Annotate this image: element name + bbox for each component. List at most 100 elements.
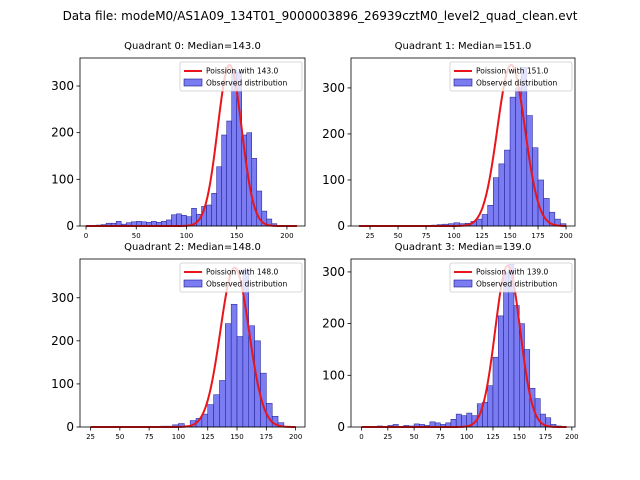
xtick-label-q3: 75 [436,433,445,441]
panel-title-q2: Quadrant 2: Median=148.0 [124,242,261,253]
histogram-bar-q1-12 [498,163,505,227]
legend-observed-swatch-q0 [183,78,203,87]
xtick-label-q0: 150 [230,232,243,240]
ytick-label-q3: 0 [337,420,345,434]
legend-observed-label-q2: Observed distribution [206,280,287,289]
xtick-label-q3: 200 [565,433,578,441]
ytick-label-q2: 200 [51,334,74,348]
histogram-bar-q0-22 [206,204,212,227]
legend-box-q3 [449,262,573,293]
figure-suptitle: Data file: modeM0/AS1A09_134T01_90000038… [63,9,578,23]
histogram-bar-q1-15 [515,87,522,227]
xtick-label-q1: 75 [422,232,431,240]
xtick-label-q2: 150 [230,433,243,441]
legend-q2: Poission with 148.0 Observed distribution [179,262,303,293]
xtick-label-q1: 150 [503,232,516,240]
ytick-label-q0: 300 [51,79,74,93]
panel-title-q1: Quadrant 1: Median=151.0 [395,41,532,52]
ytick-label-q2: 300 [51,291,74,305]
histogram-bar-q1-8 [476,218,483,227]
legend-fit-label-q2: Poission with 148.0 [206,268,279,277]
xtick-label-q2: 200 [289,433,302,441]
xtick-label-q2: 75 [145,433,154,441]
xtick-label-q1: 25 [366,232,375,240]
histogram-bar-q3-20 [492,356,499,428]
legend-q1: Poission with 151.0 Observed distribution [449,61,573,92]
xtick-label-q3: 175 [539,433,552,441]
ytick-label-q0: 100 [51,172,74,186]
axes-frame-q3 [350,258,576,428]
histogram-bar-q0-23 [211,193,217,227]
histogram-bar-q2-10 [219,380,226,428]
histogram-bar-q3-13 [455,413,462,428]
panel-title-q0: Quadrant 0: Median=143.0 [124,41,261,52]
xtick-label-q3: 100 [460,433,473,441]
xtick-label-q2: 175 [260,433,273,441]
ytick-label-q1: 300 [322,81,345,95]
panel-quadrant-1: 0 100 200 300 25 50 75 100 125 150 175 200 Quadrant … [322,41,576,240]
ytick-label-q3: 200 [322,317,345,331]
axes-frame-q2 [79,258,306,428]
ytick-label-q1: 200 [322,127,345,141]
xtick-label-q1: 175 [531,232,544,240]
ytick-label-q0: 200 [51,126,74,140]
histogram-bar-q2-13 [236,336,244,428]
legend-observed-label-q1: Observed distribution [476,79,557,88]
legend-q3: Poission with 139.0 Observed distribution [449,262,573,293]
histogram-bar-q0-27 [231,69,237,227]
legend-observed-swatch-q3 [453,279,473,288]
histogram-bar-q0-31 [251,158,258,227]
xtick-label-q0: 0 [84,232,88,240]
xtick-label-q0: 100 [180,232,193,240]
histogram-bar-q1-14 [509,96,516,227]
legend-observed-swatch-q1 [453,78,473,87]
xtick-label-q2: 50 [115,433,124,441]
xtick-label-q3: 125 [486,433,499,441]
legend-fit-label-q1: Poission with 151.0 [476,67,549,76]
xtick-label-q3: 25 [383,433,392,441]
histogram-bar-q2-8 [207,404,214,428]
xtick-label-q1: 125 [475,232,488,240]
axes-frame-q0 [79,57,306,227]
histogram-bar-q0-25 [221,134,227,227]
histogram-bar-q1-13 [504,149,511,227]
histogram-bar-q0-26 [226,120,232,227]
xtick-label-q2: 125 [201,433,214,441]
ytick-label-q3: 100 [322,368,345,382]
histogram-bar-q1-9 [481,214,488,227]
histogram-bar-q3-22 [503,271,509,428]
histogram-bar-q2-9 [213,394,220,428]
xtick-label-q0: 200 [280,232,293,240]
xtick-label-q1: 200 [559,232,572,240]
panel-quadrant-3: 0 100 200 300 0 25 50 75 100 125 150 175 200 Quadrant… [322,242,578,441]
legend-box-q2 [179,262,303,293]
xtick-label-q1: 100 [447,232,460,240]
panel-quadrant-0: 0 100 200 300 0 50 100 150 200 Quadrant 0: Median… [51,41,306,240]
panel-title-q3: Quadrant 3: Median=139.0 [395,242,532,253]
panel-quadrant-2: 0 100 200 300 25 50 75 100 125 150 175 200 Quadrant … [51,242,306,441]
histogram-bar-q1-11 [492,177,500,227]
xtick-label-q3: 0 [359,433,363,441]
histogram-bar-q3-14 [461,415,467,428]
histogram-bar-q2-12 [230,303,238,428]
ytick-label-q3: 300 [322,265,345,279]
legend-fit-label-q3: Poission with 139.0 [476,268,549,277]
histogram-bar-q3-12 [450,418,457,428]
legend-fit-label-q0: Poission with 143.0 [206,67,279,76]
ytick-label-q0: 0 [66,219,74,233]
legend-observed-label-q0: Observed distribution [206,79,287,88]
ytick-label-q2: 100 [51,377,74,391]
legend-box-q1 [449,61,573,92]
histogram-bar-q1-10 [487,205,494,227]
histogram-bar-q0-17 [181,215,187,227]
xtick-label-q2: 25 [86,433,95,441]
legend-q0: Poission with 143.0 Observed distribution [179,61,303,92]
histogram-bar-q2-11 [225,323,232,428]
histogram-bar-q0-24 [216,166,222,227]
ytick-label-q1: 0 [337,219,345,233]
xtick-label-q3: 150 [513,433,526,441]
legend-box-q0 [179,61,303,92]
axes-frame-q1 [350,57,576,227]
xtick-label-q2: 100 [172,433,185,441]
